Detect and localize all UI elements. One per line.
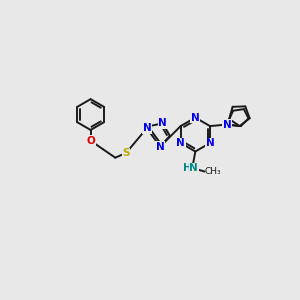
Text: N: N xyxy=(176,138,185,148)
Text: N: N xyxy=(142,123,151,134)
Text: N: N xyxy=(158,118,167,128)
Text: N: N xyxy=(191,112,200,123)
Text: N: N xyxy=(189,164,198,173)
Text: N: N xyxy=(156,142,164,152)
Text: S: S xyxy=(122,148,130,158)
Text: H: H xyxy=(183,164,192,173)
Text: N: N xyxy=(223,119,231,130)
Text: N: N xyxy=(223,119,231,130)
Text: CH₃: CH₃ xyxy=(205,167,221,176)
Text: O: O xyxy=(86,136,95,146)
Text: N: N xyxy=(206,138,214,148)
